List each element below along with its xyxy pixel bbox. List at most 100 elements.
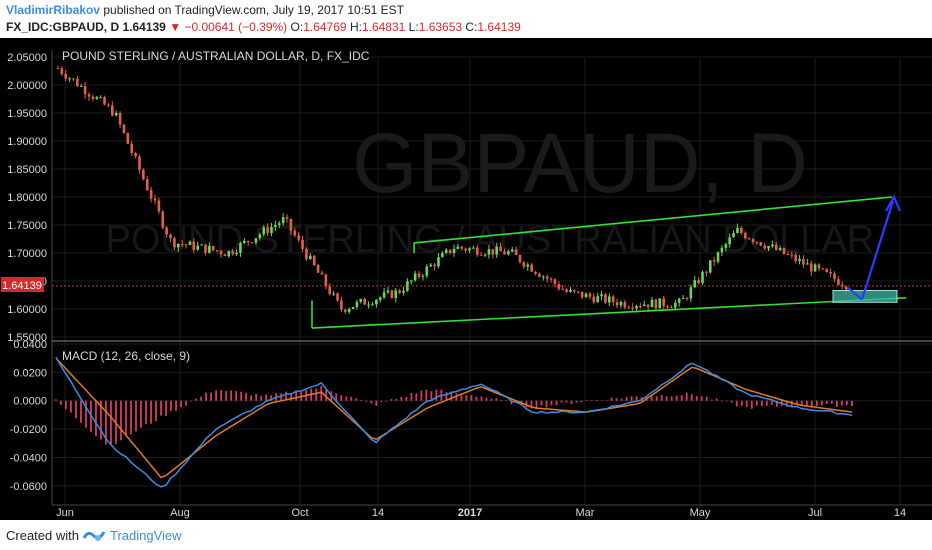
macd-histogram-bar [830, 400, 833, 404]
price-tick-label: 1.85000 [7, 164, 47, 176]
candle-body [359, 299, 363, 302]
candle-body [833, 273, 836, 280]
candle-body [491, 249, 495, 255]
candle-body [371, 304, 374, 306]
macd-histogram-bar [320, 385, 323, 401]
candle-body [83, 86, 87, 95]
author-link[interactable]: VladimirRibakov [6, 3, 101, 17]
macd-histogram-bar [465, 395, 468, 401]
candle-body [91, 96, 95, 100]
price-tick-label: 1.95000 [7, 108, 47, 120]
candle-body [149, 190, 153, 199]
candle-body [433, 264, 436, 267]
candle-body [161, 211, 165, 228]
macd-histogram-bar [380, 400, 383, 402]
macd-histogram-bar [755, 400, 758, 406]
candle-body [72, 78, 75, 80]
candle-body [107, 104, 110, 106]
macd-histogram-bar [150, 400, 152, 424]
candle-body [639, 305, 642, 307]
candle-body [126, 132, 130, 144]
candle-body [378, 297, 382, 301]
candle-body [324, 274, 328, 287]
macd-axis[interactable]: 0.0400 0.0200 0.0000 -0.0200 -0.0400 -0.0600 [10, 339, 47, 493]
candle-body [246, 240, 250, 243]
macd-histogram-bar [610, 397, 613, 401]
macd-histogram-bar [460, 393, 463, 401]
created-with-text: Created with [6, 528, 79, 543]
macd-histogram-bar [405, 396, 408, 401]
last-price: 1.64139 [122, 20, 166, 34]
candle-body [375, 300, 378, 305]
candle-body [635, 305, 638, 309]
candle-body [809, 263, 813, 272]
macd-histogram-bar [505, 400, 508, 401]
candle-body [68, 78, 71, 80]
macd-histogram-bar [110, 400, 112, 445]
chart-area[interactable]: GBPAUD, D POUND STERLING / AUSTRALIAN DO… [0, 38, 932, 520]
macd-histogram-bar [715, 398, 718, 401]
candle-body [794, 254, 797, 262]
candle-body [363, 299, 366, 305]
candle-body [266, 227, 269, 234]
candle-body [99, 97, 102, 99]
macd-histogram-bar [355, 398, 358, 401]
tradingview-logo-icon[interactable] [82, 526, 106, 547]
open-label: O: [290, 20, 304, 34]
published-text: published on TradingView.com, July 19, 2… [103, 3, 405, 17]
macd-histogram-bar [170, 400, 172, 411]
candle-body [196, 245, 200, 250]
candle-body [674, 302, 677, 308]
candle-body [153, 198, 157, 201]
candle-body [437, 257, 440, 267]
price-change: −0.00641 (−0.39%) [184, 20, 288, 34]
candle-body [56, 68, 60, 70]
macd-histogram-bar [430, 391, 433, 401]
candle-body [208, 246, 211, 253]
upper-trend-line [413, 196, 893, 244]
candle-body [262, 227, 266, 235]
tradingview-brand[interactable]: TradingView [110, 528, 182, 543]
macd-histogram-bar [120, 400, 122, 441]
macd-histogram-bar [265, 394, 268, 401]
candle-body [747, 238, 751, 240]
macd-histogram-bar [670, 396, 673, 401]
macd-histogram-bar [220, 390, 223, 401]
macd-histogram-bar [695, 396, 698, 401]
macd-histogram-bar [825, 400, 828, 404]
macd-histogram-bar [600, 400, 603, 401]
candle-body [499, 246, 502, 252]
candle-body [576, 291, 580, 293]
price-tick-label: 1.80000 [7, 192, 47, 204]
macd-histogram-bar [420, 390, 423, 401]
chart-svg[interactable]: GBPAUD, D POUND STERLING / AUSTRALIAN DO… [0, 38, 932, 520]
macd-histogram-bar [835, 400, 838, 407]
macd-histogram-bar [565, 400, 568, 403]
macd-histogram-bar [665, 396, 668, 401]
macd-histogram-bar [240, 391, 243, 401]
candle-body [677, 298, 681, 303]
candle-body [479, 254, 483, 256]
candle-body [173, 238, 176, 248]
candle-body [538, 273, 541, 277]
macd-histogram-bar [655, 396, 658, 401]
candle-body [611, 296, 615, 303]
candle-body [802, 259, 805, 265]
macd-histogram-bar [690, 394, 693, 401]
candle-body [557, 284, 561, 289]
macd-histogram-bar [180, 400, 182, 408]
candle-body [305, 248, 308, 260]
candle-body [631, 307, 634, 309]
candle-body [211, 246, 215, 251]
time-axis[interactable]: Jun Aug Oct 14 2017 Mar May Jul 14 [56, 507, 906, 519]
candle-body [382, 292, 386, 298]
time-tick-label: 14 [372, 507, 384, 519]
macd-histogram-bar [730, 400, 733, 403]
macd-panel [55, 356, 853, 488]
candle-body [534, 271, 537, 274]
last-price-badge [1, 277, 44, 292]
candle-body [670, 307, 673, 309]
candle-body [627, 307, 631, 309]
macd-histogram-bar [370, 400, 373, 404]
last-price-badge-text: 1.64139 [2, 280, 42, 292]
